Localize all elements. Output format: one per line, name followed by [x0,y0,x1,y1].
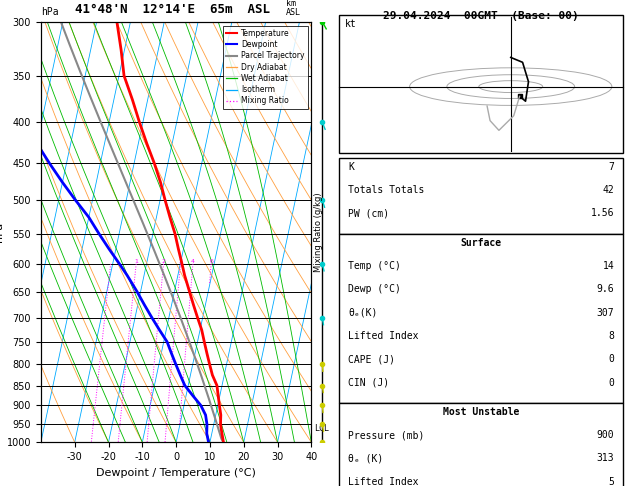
Text: 3: 3 [179,259,182,264]
Text: LCL: LCL [314,423,329,433]
Legend: Temperature, Dewpoint, Parcel Trajectory, Dry Adiabat, Wet Adiabat, Isotherm, Mi: Temperature, Dewpoint, Parcel Trajectory… [223,26,308,108]
Text: 900: 900 [596,430,614,440]
X-axis label: Dewpoint / Temperature (°C): Dewpoint / Temperature (°C) [96,468,256,478]
Text: θₑ(K): θₑ(K) [348,308,377,318]
Text: 6: 6 [209,259,213,264]
Text: Lifted Index: Lifted Index [348,331,419,341]
Bar [339,158,623,234]
Text: 14: 14 [603,261,614,271]
Text: K: K [348,162,354,172]
Text: 0: 0 [608,378,614,388]
Text: Pressure (mb): Pressure (mb) [348,430,425,440]
Text: 0: 0 [608,354,614,364]
Text: 42: 42 [603,185,614,195]
Text: Lifted Index: Lifted Index [348,477,419,486]
Text: 5: 5 [608,477,614,486]
Bar [339,403,623,486]
Text: kt: kt [345,19,357,30]
Text: 8: 8 [608,331,614,341]
Text: 7: 7 [608,162,614,172]
Text: PW (cm): PW (cm) [348,208,389,219]
Text: 307: 307 [596,308,614,318]
Text: θₑ (K): θₑ (K) [348,453,384,464]
Bar [339,15,623,153]
Text: 1.56: 1.56 [591,208,614,219]
Text: 29.04.2024  00GMT  (Base: 00): 29.04.2024 00GMT (Base: 00) [383,11,579,21]
Y-axis label: hPa: hPa [0,222,4,242]
Text: hPa: hPa [41,7,58,17]
Y-axis label: Mixing Ratio (g/kg): Mixing Ratio (g/kg) [314,192,323,272]
Text: km
ASL: km ASL [286,0,301,17]
Text: 4: 4 [191,259,195,264]
Bar [339,234,623,403]
Text: 1: 1 [134,259,138,264]
Text: Most Unstable: Most Unstable [443,407,520,417]
Text: Surface: Surface [460,238,502,248]
Text: Dewp (°C): Dewp (°C) [348,284,401,295]
Text: Temp (°C): Temp (°C) [348,261,401,271]
Text: 41°48'N  12°14'E  65m  ASL: 41°48'N 12°14'E 65m ASL [75,2,270,16]
Text: CAPE (J): CAPE (J) [348,354,395,364]
Text: 313: 313 [596,453,614,464]
Text: 9.6: 9.6 [596,284,614,295]
Text: 2: 2 [162,259,165,264]
Text: CIN (J): CIN (J) [348,378,389,388]
Text: Totals Totals: Totals Totals [348,185,425,195]
